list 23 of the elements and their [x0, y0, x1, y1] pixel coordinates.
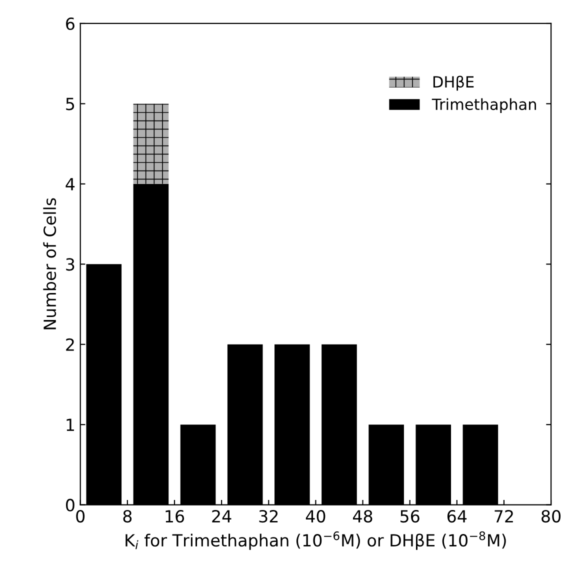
y-tick-label: 3: [66, 258, 74, 271]
x-tick-label: 80: [542, 510, 561, 523]
x-tick-label: 0: [76, 510, 85, 523]
x-axis-title: K$_{i}$ for Trimethaphan (10$^{−6}$M) or DHβE (10$^{−8}$M): [126, 531, 506, 550]
y-tick-label: 2: [66, 338, 74, 351]
x-tick-label: 24: [212, 510, 232, 522]
y-tick-label: 5: [66, 98, 74, 110]
legend-label: Trimethaphan: [432, 98, 536, 114]
x-tick-label: 72: [494, 510, 513, 522]
x-tick-label: 56: [400, 510, 420, 523]
y-tick-label: 1: [66, 418, 74, 431]
x-tick-label: 40: [306, 510, 326, 523]
x-tick-label: 64: [447, 510, 467, 523]
x-tick-label: 48: [352, 510, 372, 523]
y-tick-label: 6: [66, 17, 74, 30]
bar: [133, 104, 169, 184]
y-tick-label: 4: [66, 178, 75, 190]
x-tick-label: 32: [259, 510, 278, 523]
y-axis-title: Number of Cells: [43, 198, 56, 330]
x-tick-label: 16: [166, 510, 184, 523]
y-tick-label: 0: [66, 498, 74, 512]
legend-label: DHβE: [433, 76, 474, 91]
x-tick-label: 8: [123, 510, 132, 523]
